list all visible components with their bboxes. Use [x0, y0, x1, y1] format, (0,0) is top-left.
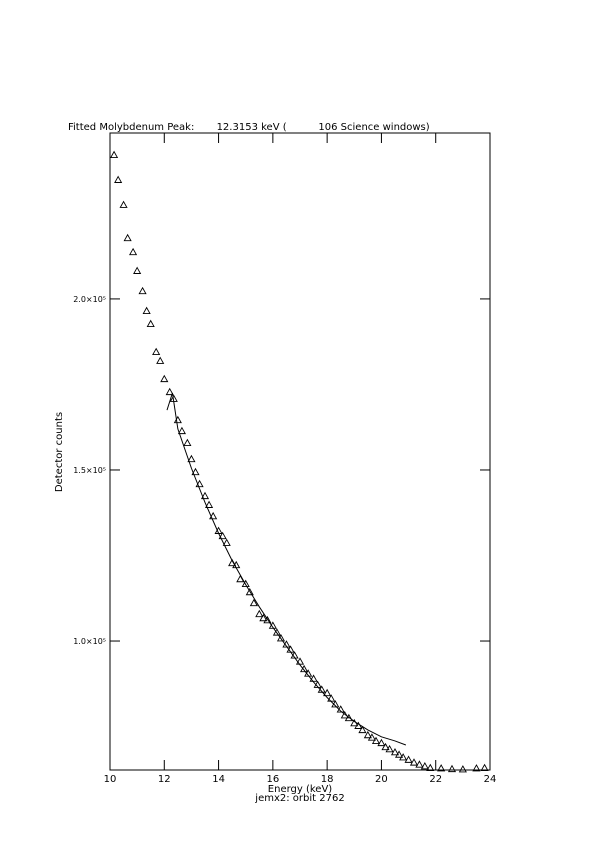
data-point: [344, 713, 353, 722]
x-axis-label: Energy (keV): [268, 784, 333, 795]
data-point: [160, 374, 169, 383]
x-tick-label: 22: [429, 774, 442, 785]
y-tick-label: 1.0×10⁵: [73, 637, 106, 646]
data-point: [480, 763, 489, 772]
plot-frame: [109, 132, 491, 771]
data-point: [249, 598, 258, 607]
data-point: [377, 738, 386, 747]
data-point: [177, 426, 186, 435]
data-point: [209, 511, 218, 520]
y-axis-label: Detector counts: [54, 412, 65, 492]
data-point: [241, 579, 250, 587]
data-point: [110, 150, 119, 158]
data-point: [129, 247, 138, 256]
data-point: [156, 356, 165, 364]
data-point: [409, 758, 419, 766]
fit-line: [166, 392, 407, 746]
data-point: [404, 755, 413, 763]
data-point: [183, 438, 192, 447]
data-point: [218, 531, 227, 540]
data-point: [133, 266, 142, 274]
data-point: [138, 286, 147, 295]
data-point: [222, 538, 231, 546]
data-point: [123, 233, 132, 242]
chart-title: Fitted Molybdenum Peak: 12.3153 keV ( 10…: [68, 122, 430, 133]
data-point: [371, 736, 381, 745]
data-point: [420, 762, 429, 770]
data-point: [390, 747, 400, 756]
data-point: [263, 615, 272, 624]
data-point: [146, 319, 155, 327]
x-tick-label: 18: [321, 774, 334, 785]
data-point: [165, 387, 174, 396]
data-point: [276, 634, 286, 642]
y-tick-label: 1.5×10⁵: [73, 466, 106, 475]
x-tick-label: 12: [158, 774, 171, 785]
data-point: [426, 763, 435, 772]
x-tick-label: 10: [104, 774, 117, 785]
data-point: [191, 467, 200, 476]
data-point: [200, 491, 210, 500]
data-point: [255, 609, 264, 618]
x-tick-label: 20: [375, 774, 388, 785]
data-point: [152, 347, 161, 356]
data-point: [381, 742, 390, 751]
data-point: [205, 500, 214, 508]
data-point: [114, 175, 123, 183]
subtitle: jemx2: orbit 2762: [254, 793, 344, 804]
data-point: [399, 753, 408, 761]
data-point: [142, 306, 151, 314]
data-point: [363, 730, 372, 739]
data-point: [119, 200, 128, 208]
x-tick-label: 24: [484, 774, 497, 785]
data-point: [458, 765, 467, 773]
x-tick-label: 14: [212, 774, 225, 785]
x-tick-label: 16: [266, 774, 279, 785]
data-point: [367, 733, 376, 741]
data-point: [245, 587, 254, 596]
data-point: [395, 750, 404, 758]
data-point: [472, 764, 481, 772]
data-point: [415, 760, 424, 768]
data-point: [323, 688, 332, 697]
data-point: [447, 764, 457, 773]
data-point: [385, 744, 394, 753]
data-point: [272, 628, 281, 636]
y-tick-label: 2.0×10⁵: [73, 295, 106, 304]
data-point: [259, 613, 268, 622]
data-point: [437, 764, 446, 772]
data-point: [358, 725, 367, 734]
data-point: [187, 454, 196, 463]
